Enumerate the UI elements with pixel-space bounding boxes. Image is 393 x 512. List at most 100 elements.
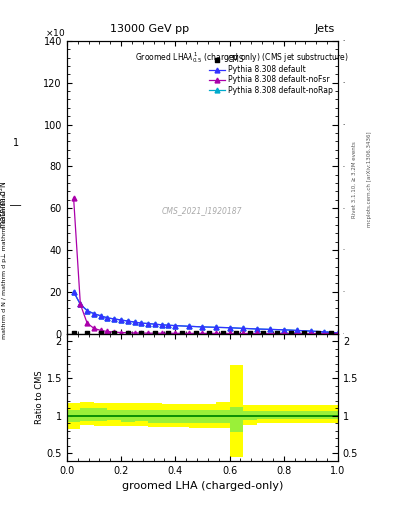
Pythia 8.308 default-noRap [241, 325, 245, 331]
Pythia 8.308 default-noFsr [200, 330, 205, 336]
Text: Rivet 3.1.10, ≥ 3.2M events: Rivet 3.1.10, ≥ 3.2M events [352, 141, 357, 218]
Pythia 8.308 default-noFsr [132, 330, 137, 336]
Pythia 8.308 default-noFsr [71, 195, 76, 201]
Pythia 8.308 default-noRap [173, 323, 178, 329]
CMS [220, 329, 226, 337]
Pythia 8.308 default-noRap [71, 289, 76, 295]
Pythia 8.308 default-noRap [295, 327, 300, 333]
Pythia 8.308 default-noRap [336, 330, 340, 336]
Text: mathrm d²N: mathrm d²N [0, 181, 8, 228]
CMS [247, 329, 253, 337]
CMS [260, 329, 266, 337]
Pythia 8.308 default-noRap [200, 324, 205, 330]
Pythia 8.308 default [132, 319, 137, 325]
Pythia 8.308 default-noFsr [281, 330, 286, 336]
Text: mathrm d N / mathrm d p⊥ mathrm d lambda: mathrm d N / mathrm d p⊥ mathrm d lambda [1, 194, 7, 339]
CMS [179, 329, 185, 337]
CMS [301, 329, 307, 337]
CMS [193, 329, 199, 337]
Text: ―: ― [10, 200, 21, 210]
CMS [138, 329, 145, 337]
Pythia 8.308 default-noRap [119, 317, 123, 323]
Pythia 8.308 default [125, 318, 130, 324]
CMS [328, 329, 334, 337]
Pythia 8.308 default-noFsr [241, 330, 245, 336]
Text: 1: 1 [13, 138, 19, 148]
Pythia 8.308 default [160, 322, 164, 328]
CMS [274, 329, 280, 337]
CMS [111, 329, 118, 337]
Pythia 8.308 default-noFsr [146, 330, 151, 336]
Pythia 8.308 default-noRap [78, 301, 83, 307]
Text: Jets: Jets [315, 24, 335, 34]
Pythia 8.308 default-noFsr [85, 320, 90, 326]
Pythia 8.308 default-noRap [85, 308, 90, 314]
Pythia 8.308 default [112, 316, 117, 322]
Pythia 8.308 default [105, 315, 110, 321]
Pythia 8.308 default-noRap [281, 327, 286, 333]
Pythia 8.308 default-noFsr [336, 330, 340, 336]
Pythia 8.308 default-noRap [105, 315, 110, 321]
Pythia 8.308 default [309, 328, 313, 334]
Text: 13000 GeV pp: 13000 GeV pp [110, 24, 189, 34]
Pythia 8.308 default-noRap [98, 313, 103, 319]
Pythia 8.308 default-noFsr [119, 329, 123, 335]
Pythia 8.308 default-noRap [322, 329, 327, 335]
Pythia 8.308 default-noRap [160, 322, 164, 328]
Pythia 8.308 default [214, 324, 219, 330]
Pythia 8.308 default [227, 325, 232, 331]
Pythia 8.308 default-noFsr [112, 329, 117, 335]
Pythia 8.308 default-noRap [309, 328, 313, 334]
Pythia 8.308 default-noFsr [139, 330, 144, 336]
Pythia 8.308 default-noRap [146, 321, 151, 327]
Pythia 8.308 default [336, 330, 340, 336]
CMS [97, 329, 104, 337]
CMS [70, 329, 77, 337]
Line: Pythia 8.308 default-noFsr: Pythia 8.308 default-noFsr [71, 195, 340, 336]
Pythia 8.308 default [98, 313, 103, 319]
Pythia 8.308 default [173, 323, 178, 329]
Pythia 8.308 default-noFsr [160, 330, 164, 336]
Pythia 8.308 default-noFsr [173, 330, 178, 336]
Pythia 8.308 default [295, 327, 300, 333]
Pythia 8.308 default [322, 329, 327, 335]
Pythia 8.308 default-noRap [139, 320, 144, 326]
CMS [314, 329, 321, 337]
Pythia 8.308 default-noFsr [227, 330, 232, 336]
Pythia 8.308 default-noFsr [187, 330, 191, 336]
Legend: CMS, Pythia 8.308 default, Pythia 8.308 default-noFsr, Pythia 8.308 default-noRa: CMS, Pythia 8.308 default, Pythia 8.308 … [208, 54, 334, 96]
Pythia 8.308 default-noFsr [254, 330, 259, 336]
Pythia 8.308 default [92, 311, 96, 317]
Pythia 8.308 default-noFsr [78, 301, 83, 307]
Pythia 8.308 default-noRap [92, 311, 96, 317]
Pythia 8.308 default-noRap [268, 326, 273, 332]
Pythia 8.308 default [166, 322, 171, 328]
Pythia 8.308 default [71, 289, 76, 295]
Pythia 8.308 default-noFsr [92, 325, 96, 331]
Pythia 8.308 default-noRap [132, 319, 137, 325]
CMS [125, 329, 131, 337]
Pythia 8.308 default-noFsr [105, 328, 110, 334]
CMS [233, 329, 239, 337]
Pythia 8.308 default [187, 323, 191, 329]
Pythia 8.308 default [268, 326, 273, 332]
Pythia 8.308 default-noRap [214, 324, 219, 330]
CMS [287, 329, 294, 337]
Pythia 8.308 default-noRap [187, 323, 191, 329]
Pythia 8.308 default [139, 320, 144, 326]
Pythia 8.308 default [254, 326, 259, 332]
Pythia 8.308 default-noFsr [125, 330, 130, 336]
Pythia 8.308 default [85, 308, 90, 314]
Pythia 8.308 default-noFsr [98, 327, 103, 333]
Pythia 8.308 default [200, 324, 205, 330]
Line: Pythia 8.308 default-noRap: Pythia 8.308 default-noRap [71, 289, 340, 335]
Text: CMS_2021_I1920187: CMS_2021_I1920187 [162, 206, 242, 215]
Pythia 8.308 default-noRap [254, 326, 259, 332]
Pythia 8.308 default-noFsr [309, 330, 313, 336]
CMS [84, 329, 90, 337]
Pythia 8.308 default [119, 317, 123, 323]
Line: Pythia 8.308 default: Pythia 8.308 default [71, 289, 340, 335]
Pythia 8.308 default-noRap [125, 318, 130, 324]
Text: $\times$10: $\times$10 [45, 27, 66, 38]
Pythia 8.308 default-noRap [152, 321, 157, 327]
